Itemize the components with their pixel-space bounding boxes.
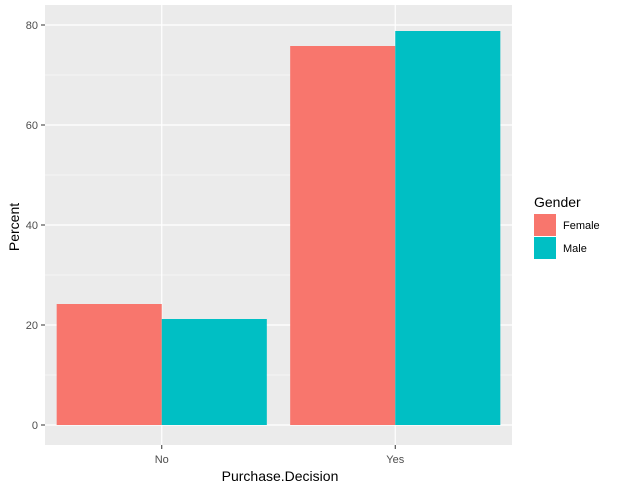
y-axis-title: Percent xyxy=(6,203,22,251)
y-tick-label: 80 xyxy=(26,20,38,32)
y-axis: 0 20 40 60 80 xyxy=(26,20,45,432)
y-tick-label: 0 xyxy=(32,420,38,432)
bar-female-yes xyxy=(290,46,396,425)
bar-male-yes xyxy=(395,31,501,425)
x-tick-label: No xyxy=(155,454,169,466)
x-axis: No Yes xyxy=(155,445,405,466)
y-tick-label: 60 xyxy=(26,120,38,132)
legend-key-male xyxy=(534,237,556,259)
x-axis-title: Purchase.Decision xyxy=(222,468,339,484)
legend: Gender Female Male xyxy=(534,194,600,259)
bar-female-no xyxy=(56,304,162,425)
legend-key-female xyxy=(534,214,556,236)
bars xyxy=(56,31,501,425)
bar-male-no xyxy=(161,319,267,425)
x-tick-label: Yes xyxy=(386,454,404,466)
y-tick-label: 20 xyxy=(26,320,38,332)
y-tick-label: 40 xyxy=(26,220,38,232)
legend-label-male: Male xyxy=(563,243,587,255)
legend-label-female: Female xyxy=(563,220,600,232)
legend-title: Gender xyxy=(534,194,581,210)
